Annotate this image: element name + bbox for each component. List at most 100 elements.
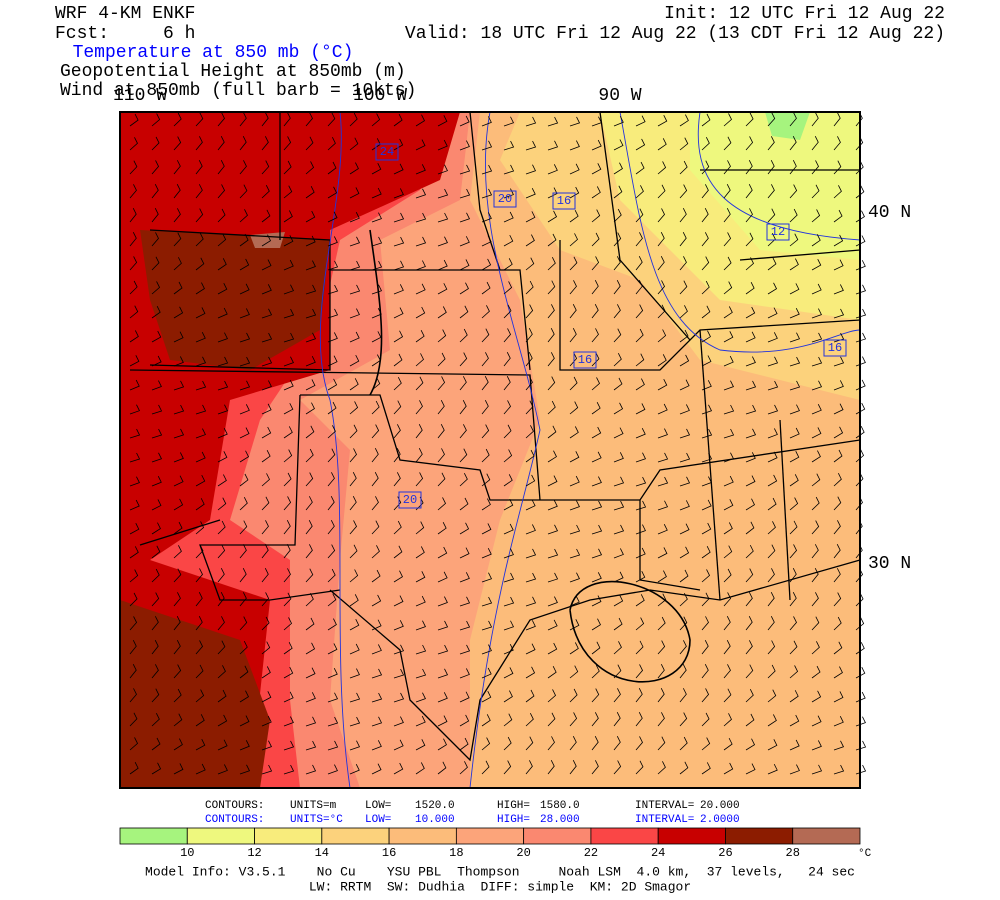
wind-barb <box>239 544 247 559</box>
wind-barb <box>503 328 511 343</box>
wind-barb <box>833 284 844 295</box>
wind-barb <box>503 643 514 655</box>
wind-barb <box>217 233 227 247</box>
wind-barb <box>481 140 493 151</box>
colorbar-tick-label: 10 <box>180 846 194 860</box>
wind-barb <box>459 668 470 679</box>
wind-barb <box>349 496 357 511</box>
wind-barb <box>195 738 206 751</box>
wind-barb <box>833 356 845 367</box>
wind-barb <box>283 185 293 199</box>
wind-barb <box>503 474 513 487</box>
wind-barb <box>239 135 247 151</box>
wind-barb <box>811 740 822 751</box>
wind-barb <box>437 164 448 175</box>
wind-barb <box>723 737 733 751</box>
contour-label: 16 <box>828 341 842 355</box>
wind-barb <box>195 307 206 319</box>
wind-barb <box>437 546 448 559</box>
wind-barb <box>723 639 731 655</box>
contour-label-box <box>493 190 517 208</box>
wind-barb <box>129 330 139 343</box>
wind-barb <box>217 497 227 511</box>
wind-barb <box>283 112 291 127</box>
wind-barb <box>547 233 557 247</box>
wind-barb <box>371 716 383 727</box>
wind-barb <box>151 281 161 295</box>
wind-barb <box>503 304 512 319</box>
wind-barb <box>789 616 797 631</box>
wind-barb <box>635 594 645 607</box>
wind-barb <box>723 306 733 319</box>
wind-barb <box>547 425 557 439</box>
wind-barb <box>547 736 555 751</box>
colorbar-unit: °C <box>858 848 872 860</box>
colorbar-swatch <box>388 827 457 845</box>
contour-label: 20 <box>498 192 512 206</box>
wind-barb <box>371 163 382 175</box>
wind-barb <box>569 163 580 175</box>
wind-barb <box>195 112 204 127</box>
wind-barb <box>745 544 754 559</box>
wind-barb <box>195 521 205 535</box>
wind-barb <box>723 208 731 223</box>
wind-barb <box>415 739 426 751</box>
wind-barb <box>415 139 426 151</box>
wind-barb <box>327 692 339 703</box>
wind-barb <box>129 137 138 151</box>
wind-barb <box>591 712 599 727</box>
contour-info: LOW= <box>365 800 391 812</box>
wind-barb <box>437 236 448 247</box>
wind-barb <box>547 548 559 559</box>
wind-barb <box>151 232 159 247</box>
wind-barb <box>261 715 272 727</box>
wind-barb <box>635 712 643 727</box>
wind-barb <box>701 712 710 727</box>
wind-barb <box>349 260 361 271</box>
wind-barb <box>481 572 493 583</box>
wind-barb <box>723 256 732 271</box>
wind-barb <box>239 715 250 727</box>
wind-barb <box>811 209 821 223</box>
wind-barb <box>217 640 226 655</box>
wind-barb <box>283 764 295 775</box>
wind-barb <box>393 424 401 439</box>
wind-barb <box>481 328 490 343</box>
wind-barb <box>327 667 338 679</box>
wind-barb <box>789 690 799 703</box>
wind-barb <box>701 616 709 631</box>
wind-barb <box>745 112 754 127</box>
wind-barb <box>371 619 382 631</box>
wind-barb <box>437 761 447 775</box>
wind-barb <box>129 546 139 559</box>
wind-barb <box>415 400 423 415</box>
wind-barb <box>283 716 294 727</box>
wind-barb <box>547 689 557 703</box>
wind-barb <box>283 520 291 535</box>
wind-barb <box>415 164 426 175</box>
wind-barb <box>415 260 426 271</box>
wind-barb <box>635 232 643 247</box>
wind-barb <box>833 449 843 463</box>
wind-barb <box>591 760 599 775</box>
wind-barb <box>283 379 294 391</box>
wind-barb <box>635 547 646 559</box>
wind-barb <box>745 281 755 295</box>
wind-barb <box>327 448 336 463</box>
wind-barb <box>503 690 513 703</box>
wind-barb <box>239 764 251 775</box>
wind-barb <box>239 160 247 175</box>
wind-barb <box>349 692 361 703</box>
state-boundary <box>469 111 501 271</box>
wind-barb <box>855 426 865 439</box>
wind-barb <box>437 497 447 511</box>
wind-barb <box>195 451 206 463</box>
wind-barb <box>393 762 404 775</box>
wind-barb <box>679 712 688 727</box>
wind-barb <box>767 763 778 775</box>
wind-barb <box>151 522 161 535</box>
wind-barb <box>745 428 757 439</box>
wind-barb <box>745 688 754 703</box>
wind-barb <box>415 329 425 343</box>
wind-barb <box>327 284 339 295</box>
